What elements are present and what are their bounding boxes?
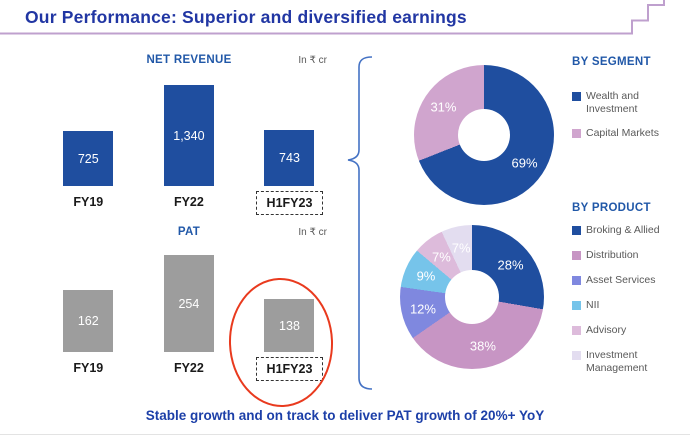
legend-title: BY SEGMENT	[572, 56, 651, 68]
bar-fy22: 1,340	[163, 85, 214, 186]
legend-item: Capital Markets	[572, 127, 686, 140]
chart-unit-label: In ₹ cr	[298, 227, 327, 238]
category-cell: FY22	[139, 357, 240, 381]
bar-h1fy23: 138	[264, 299, 315, 352]
legend-swatch	[572, 276, 581, 285]
bar-value-label: 743	[279, 151, 300, 165]
slice-label: 28%	[497, 257, 524, 273]
category-labels-row: FY19 FY22 H1FY23	[38, 357, 340, 381]
bar-h1fy23: 743	[264, 130, 315, 186]
legend-label: Distribution	[586, 249, 639, 261]
legend-label: Investment Management	[586, 349, 648, 374]
by-product-donut: 28% 38% 12% 9% 7% 7%	[400, 225, 544, 369]
curly-brace-icon	[347, 56, 373, 390]
legend-label: Advisory	[586, 324, 627, 336]
legend-item: NII	[572, 299, 686, 312]
legend-item: Advisory	[572, 324, 686, 337]
category-label-h1fy23: H1FY23	[255, 357, 324, 381]
category-label-fy22: FY22	[173, 195, 204, 209]
legend-label: Wealth and Investment	[586, 90, 639, 115]
bar-column: 743	[239, 130, 340, 186]
legend-item: Distribution	[572, 249, 686, 262]
chart-unit-label: In ₹ cr	[298, 55, 327, 66]
category-cell: H1FY23	[239, 357, 340, 381]
slice-label: 9%	[416, 268, 436, 284]
bar-value-label: 162	[77, 314, 99, 328]
legend-swatch	[572, 92, 581, 101]
slice-label: 12%	[409, 301, 436, 317]
chart-title: PAT	[177, 226, 201, 238]
bar-fy19: 162	[63, 290, 114, 352]
slice-label: 69%	[511, 155, 538, 171]
legend-item: Broking & Allied	[572, 224, 686, 237]
legend-swatch	[572, 251, 581, 260]
category-label-h1fy23: H1FY23	[255, 191, 324, 215]
by-segment-legend: BY SEGMENT Wealth and Investment Capital …	[572, 56, 686, 151]
footer-note: Stable growth and on track to deliver PA…	[145, 408, 545, 423]
legend-label: Broking & Allied	[586, 224, 660, 236]
category-labels-row: FY19 FY22 H1FY23	[38, 191, 340, 215]
bar-value-label: 1,340	[173, 128, 205, 143]
slice-label: 7%	[431, 249, 451, 265]
legend-swatch	[572, 129, 581, 138]
net-revenue-chart: NET REVENUE In ₹ cr 725 1,340 743 FY19 FY22…	[38, 54, 340, 215]
category-label-fy19: FY19	[73, 195, 104, 209]
legend-swatch	[572, 326, 581, 335]
category-cell: FY19	[38, 191, 139, 215]
slide-bottom-border	[0, 434, 690, 435]
category-cell: H1FY23	[239, 191, 340, 215]
pat-chart: PAT In ₹ cr 162 254 138 FY19 FY22 H1FY23	[38, 226, 340, 381]
slice-label: 31%	[430, 99, 457, 115]
bar-value-label: 138	[279, 318, 300, 333]
category-label-fy22: FY22	[173, 361, 204, 375]
bar-value-label: 725	[77, 151, 99, 166]
legend-swatch	[572, 351, 581, 360]
bar-value-label: 254	[178, 296, 200, 311]
legend-label: Capital Markets	[586, 127, 659, 139]
bars-area: 162 254 138	[38, 248, 340, 352]
bars-area: 725 1,340 743	[38, 76, 340, 186]
slice-label: 38%	[469, 338, 496, 354]
by-segment-donut: 69% 31%	[414, 65, 554, 205]
slice-label: 7%	[451, 240, 471, 256]
by-product-legend: BY PRODUCT Broking & Allied Distribution A…	[572, 202, 686, 387]
bar-fy19: 725	[63, 131, 114, 186]
bar-fy22: 254	[163, 255, 214, 352]
bar-column: 162	[38, 290, 139, 352]
bar-column: 725	[38, 131, 139, 186]
legend-label: NII	[586, 299, 600, 311]
legend-item: Investment Management	[572, 349, 686, 375]
bar-column: 1,340	[139, 85, 240, 186]
category-cell: FY22	[139, 191, 240, 215]
category-cell: FY19	[38, 357, 139, 381]
legend-label: Asset Services	[586, 274, 656, 286]
page-title: Our Performance: Superior and diversifie…	[25, 7, 467, 27]
legend-swatch	[572, 226, 581, 235]
bar-column: 138	[239, 299, 340, 352]
category-label-fy19: FY19	[73, 361, 104, 375]
legend-item: Asset Services	[572, 274, 686, 287]
legend-item: Wealth and Investment	[572, 90, 686, 116]
chart-title: NET REVENUE	[146, 54, 232, 66]
bar-column: 254	[139, 255, 240, 352]
staircase-decoration-icon	[0, 0, 665, 35]
legend-title: BY PRODUCT	[572, 202, 651, 214]
legend-swatch	[572, 301, 581, 310]
legend-items: Wealth and Investment Capital Markets	[572, 90, 686, 140]
legend-items: Broking & Allied Distribution Asset Servic…	[572, 224, 686, 375]
